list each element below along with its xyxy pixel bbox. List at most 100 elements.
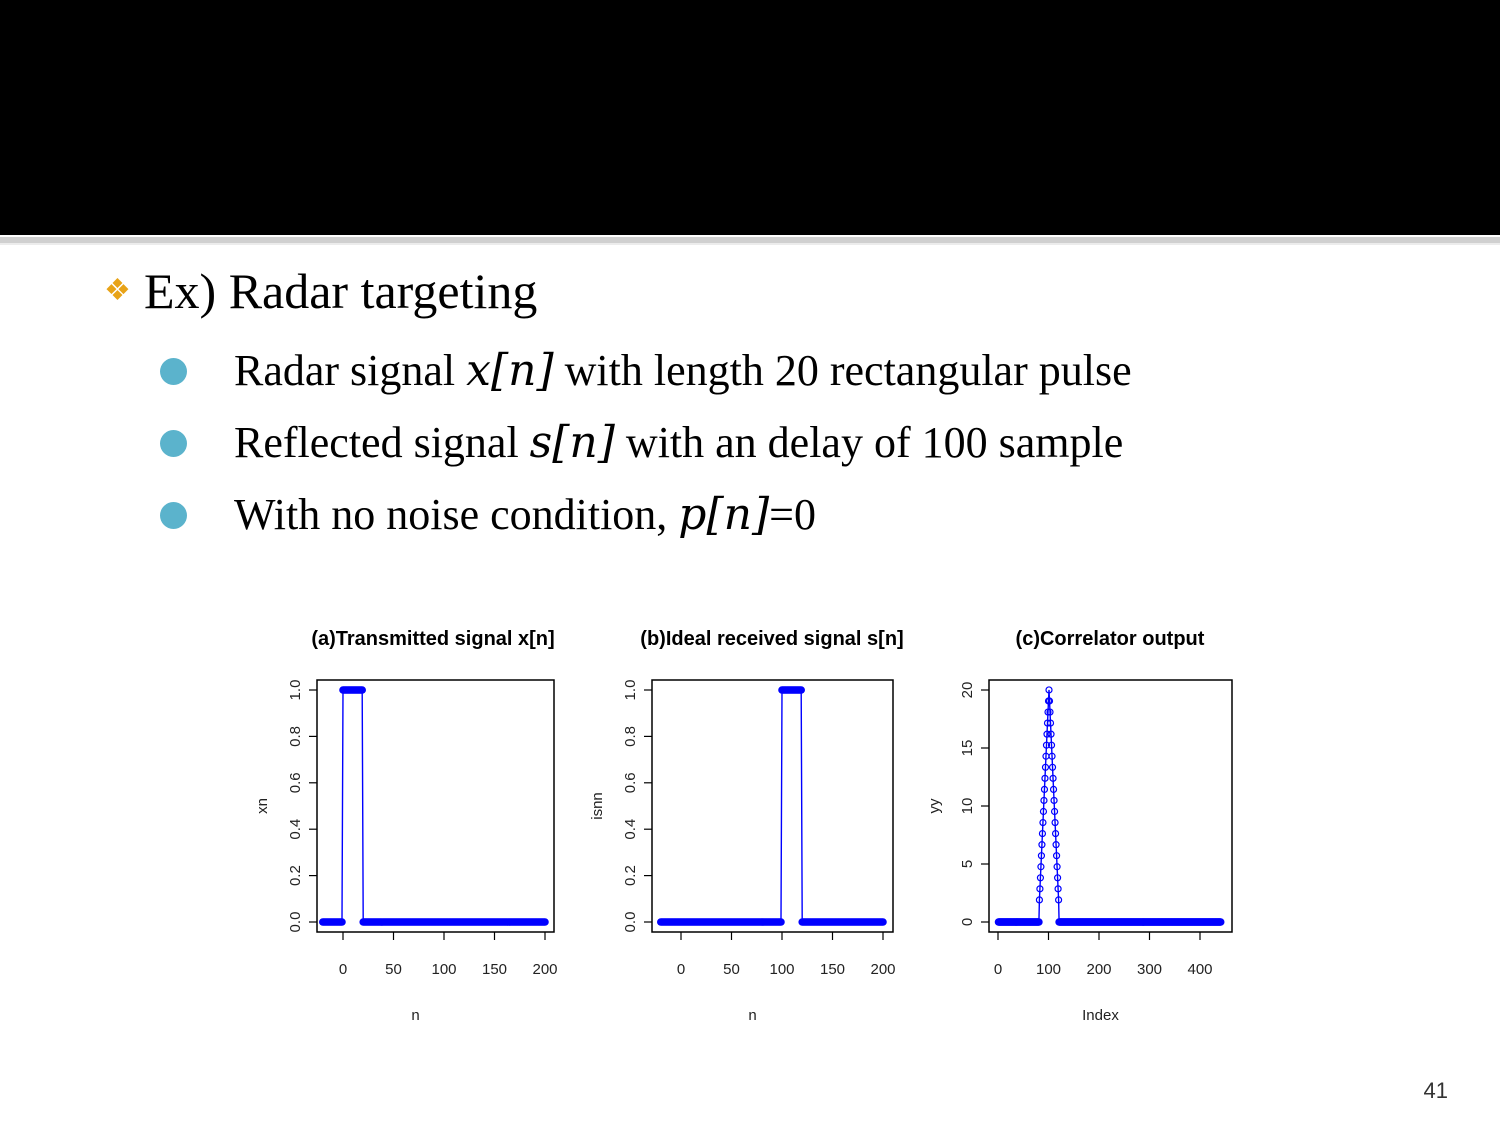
signal-line [322, 689, 545, 923]
sub-bullet-text: with an delay of 100 sample [614, 418, 1124, 467]
plot-frame [651, 679, 894, 933]
circle-bullet-icon [160, 358, 187, 386]
x-tick-label: 50 [385, 961, 402, 978]
sub-bullet-2: Reflected signal s[n] with an delay of 1… [160, 417, 1123, 468]
x-tick-label: 200 [1086, 961, 1111, 978]
y-tick-label: 0.0 [287, 912, 304, 933]
title-divider-shadow [0, 243, 1500, 245]
page-number: 41 [1423, 1078, 1448, 1103]
sub-bullet-text: =0 [769, 490, 816, 539]
data-point [338, 918, 346, 926]
y-tick-label: 0.6 [287, 772, 304, 793]
data-point [1043, 730, 1051, 738]
y-axis-label: yy [926, 798, 943, 814]
sub-bullet-text: With no noise condition, [234, 490, 679, 539]
data-point [1045, 686, 1053, 694]
data-point [1046, 719, 1055, 727]
x-tick-label: 100 [1036, 961, 1061, 978]
sub-bullet-1: Radar signal x[n] with length 20 rectang… [160, 345, 1132, 396]
plot-title: (b)Ideal received signal s[n] [640, 628, 903, 650]
sub-bullet-3: With no noise condition, p[n]=0 [160, 489, 816, 540]
x-tick-label: 150 [482, 961, 507, 978]
data-point [1040, 785, 1049, 794]
y-tick-label: 0.8 [622, 726, 639, 747]
y-tick-label: 1.0 [622, 680, 639, 701]
x-tick-label: 400 [1187, 961, 1212, 978]
y-tick-label: 0 [959, 918, 976, 926]
circle-bullet-icon [160, 430, 187, 458]
data-point [1046, 708, 1054, 716]
y-tick-label: 0.8 [287, 726, 304, 747]
data-point [1051, 829, 1060, 838]
data-point [1038, 841, 1046, 849]
data-point [1054, 885, 1062, 893]
data-point [1050, 807, 1059, 816]
main-bullet-text: Ex) Radar targeting [144, 263, 538, 319]
data-point [797, 686, 805, 694]
data-point [1052, 852, 1061, 860]
y-tick-label: 10 [959, 798, 976, 815]
plot-title: (a)Transmitted signal x[n] [311, 628, 554, 650]
y-tick-label: 0.2 [622, 865, 639, 886]
data-point [1048, 752, 1056, 760]
slide-title-bar [0, 0, 1500, 235]
data-point [1216, 918, 1225, 926]
data-point [1047, 741, 1056, 749]
y-tick-label: 5 [959, 860, 976, 868]
math-expression: s[n] [529, 417, 615, 468]
x-axis-label: n [411, 1007, 419, 1024]
sub-bullet-text: Radar signal [234, 346, 467, 395]
data-point [1036, 885, 1044, 893]
x-tick-label: 150 [820, 961, 845, 978]
data-point [1037, 852, 1046, 860]
data-point [1053, 874, 1062, 882]
sub-bullet-text: with length 20 rectangular pulse [553, 346, 1132, 395]
plot-frame [316, 679, 555, 933]
signal-line [660, 689, 883, 923]
y-axis-label: isnn [589, 792, 606, 820]
x-axis-label: Index [1082, 1007, 1119, 1024]
data-point [1041, 763, 1050, 771]
main-bullet: ❖ Ex) Radar targeting [104, 262, 537, 320]
title-divider [0, 237, 1500, 243]
y-tick-label: 15 [959, 740, 976, 757]
y-tick-label: 20 [959, 682, 976, 699]
x-tick-label: 200 [532, 961, 557, 978]
x-tick-label: 100 [769, 961, 794, 978]
data-point [1050, 796, 1058, 805]
y-tick-label: 1.0 [287, 680, 304, 701]
data-point [1035, 896, 1044, 904]
data-point [1043, 719, 1052, 727]
y-tick-label: 0.4 [287, 819, 304, 840]
data-point [879, 918, 887, 926]
data-point [1036, 874, 1045, 882]
x-tick-label: 200 [870, 961, 895, 978]
data-point [1042, 741, 1051, 749]
data-point [1039, 818, 1047, 827]
y-tick-label: 0.0 [622, 912, 639, 933]
circle-bullet-icon [160, 502, 187, 530]
data-point [1049, 785, 1058, 794]
math-expression: x[n] [466, 345, 554, 396]
data-point [1047, 730, 1055, 738]
data-point [1039, 807, 1048, 816]
x-tick-label: 100 [431, 961, 456, 978]
data-point [1052, 841, 1060, 849]
x-axis-label: n [748, 1007, 756, 1024]
y-tick-label: 0.6 [622, 772, 639, 793]
x-tick-label: 50 [723, 961, 740, 978]
data-point [358, 686, 366, 694]
diamond-bullet-icon: ❖ [104, 274, 131, 308]
data-point [1051, 818, 1059, 827]
math-expression: p[n] [678, 489, 770, 540]
correlation-line [998, 689, 1221, 923]
data-point [1040, 796, 1048, 805]
data-point [1035, 918, 1043, 926]
data-point [1049, 774, 1057, 782]
plot-title: (c)Correlator output [1016, 628, 1205, 650]
x-tick-label: 0 [677, 961, 685, 978]
y-tick-label: 0.2 [287, 865, 304, 886]
x-tick-label: 300 [1137, 961, 1162, 978]
x-tick-label: 0 [339, 961, 347, 978]
